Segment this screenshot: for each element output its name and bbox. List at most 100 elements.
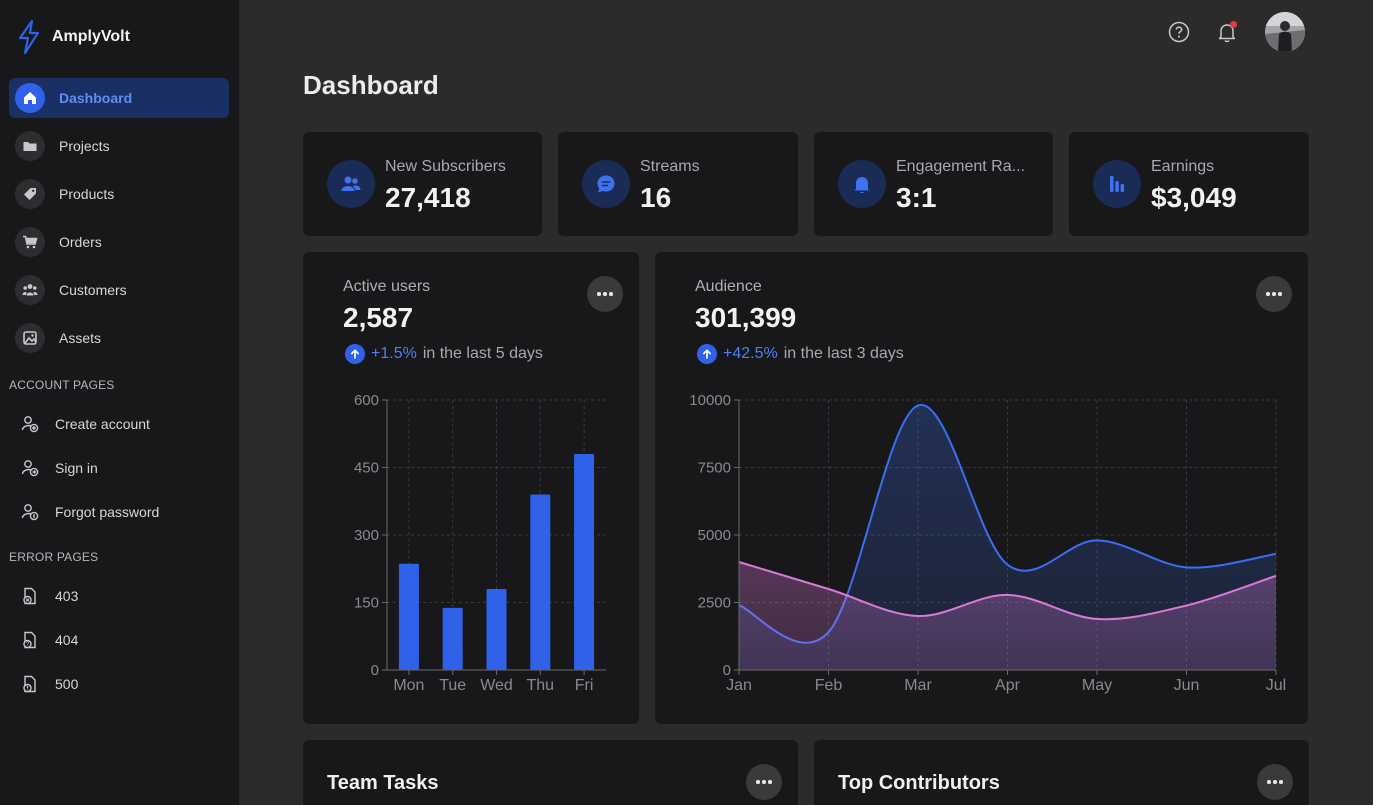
sidebar-item-label: Assets: [59, 330, 102, 346]
sidebar-item-sign-in[interactable]: Sign in: [20, 456, 98, 480]
sidebar-item-customers[interactable]: Customers: [9, 270, 229, 310]
bar-chart-icon: [1093, 160, 1141, 208]
sidebar-item-orders[interactable]: Orders: [9, 222, 229, 262]
bar-wed: [486, 589, 507, 670]
more-options-button[interactable]: [1257, 764, 1293, 800]
arrow-up-icon: [345, 344, 365, 364]
y-tick-label: 300: [354, 527, 379, 544]
sidebar-item-label: 403: [55, 588, 79, 604]
arrow-up-icon: [697, 344, 717, 364]
stat-value: 27,418: [385, 182, 471, 213]
bar-thu: [530, 494, 551, 670]
trend-percent: +1.5%: [371, 345, 417, 362]
trend-percent: +42.5%: [723, 345, 778, 362]
sidebar-item-label: Create account: [55, 416, 150, 432]
avatar[interactable]: [1265, 12, 1305, 52]
sidebar-item-404[interactable]: ? 404: [20, 628, 78, 652]
x-tick-label: Jul: [1266, 677, 1286, 694]
sidebar-item-label: Projects: [59, 138, 110, 154]
team-tasks-card: Team Tasks: [303, 740, 798, 805]
x-tick-label: Apr: [995, 677, 1021, 694]
sidebar-item-label: Sign in: [55, 460, 98, 476]
y-tick-label: 0: [371, 662, 379, 679]
x-tick-label: Thu: [527, 677, 555, 694]
page-title: Dashboard: [303, 70, 439, 100]
y-tick-label: 150: [354, 595, 379, 612]
stat-label: Engagement Ra...: [896, 158, 1025, 175]
help-icon[interactable]: [1167, 20, 1191, 44]
x-tick-label: Feb: [815, 677, 843, 694]
sidebar-item-assets[interactable]: Assets: [9, 318, 229, 358]
ellipsis-icon: [756, 780, 772, 784]
card-value: 301,399: [695, 302, 797, 333]
stat-label: Earnings: [1151, 158, 1215, 175]
sidebar-item-label: Forgot password: [55, 504, 160, 520]
file-error-icon: [20, 674, 40, 694]
card-value: 2,587: [343, 302, 414, 333]
brand[interactable]: AmplyVolt: [14, 18, 130, 56]
stat-value: 3:1: [896, 182, 937, 213]
stat-card-streams: Streams 16: [558, 132, 798, 236]
sidebar: AmplyVolt Dashboard Projects Products Or…: [0, 0, 239, 805]
users-icon: [15, 275, 45, 305]
folder-icon: [15, 131, 45, 161]
active-users-card: Active users 2,587 +1.5% in the last 5 d…: [303, 252, 639, 724]
bell-icon: [838, 160, 886, 208]
bolt-logo-icon: [18, 19, 40, 55]
sidebar-item-create-account[interactable]: Create account: [20, 412, 150, 436]
stat-value: 16: [640, 182, 672, 213]
stat-card-subscribers: New Subscribers 27,418: [303, 132, 542, 236]
stat-card-earnings: Earnings $3,049: [1069, 132, 1309, 236]
trend-text: in the last 3 days: [783, 345, 904, 362]
users-icon: [327, 160, 375, 208]
stat-label: Streams: [640, 158, 700, 175]
more-options-button[interactable]: [1256, 276, 1292, 312]
sidebar-item-products[interactable]: Products: [9, 174, 229, 214]
card-title: Top Contributors: [838, 772, 1000, 794]
more-options-button[interactable]: [746, 764, 782, 800]
sidebar-item-label: 404: [55, 632, 79, 648]
ellipsis-icon: [597, 292, 613, 296]
sidebar-item-403[interactable]: 403: [20, 584, 78, 608]
stat-card-engagement: Engagement Ra... 3:1: [814, 132, 1053, 236]
sidebar-item-label: Products: [59, 186, 115, 202]
x-tick-label: Mar: [904, 677, 932, 694]
image-icon: [15, 323, 45, 353]
x-tick-label: Fri: [575, 677, 594, 694]
y-tick-label: 450: [354, 460, 379, 477]
cart-icon: [15, 227, 45, 257]
sidebar-item-forgot-password[interactable]: Forgot password: [20, 500, 159, 524]
bar-fri: [574, 454, 595, 670]
file-question-icon: ?: [20, 630, 40, 650]
area-chart: 0 2500 5000 7500 10000 Jan Feb Mar Apr May Jun Jul: [689, 392, 1286, 694]
sidebar-item-projects[interactable]: Projects: [9, 126, 229, 166]
audience-card: Audience 301,399 +42.5% in the last 3 da…: [655, 252, 1308, 724]
trend-text: in the last 5 days: [422, 345, 543, 362]
area-fill-series-2: [739, 562, 1276, 670]
svg-text:?: ?: [26, 642, 30, 648]
line-series-2: [738, 561, 1277, 621]
sidebar-item-label: Dashboard: [59, 90, 133, 106]
card-label: Audience: [695, 278, 762, 295]
user-add-icon: [20, 414, 40, 434]
y-tick-label: 5000: [698, 527, 731, 544]
top-contributors-card: Top Contributors: [814, 740, 1309, 805]
brand-name: AmplyVolt: [52, 28, 130, 45]
sidebar-item-500[interactable]: 500: [20, 672, 78, 696]
section-title-error: ERROR PAGES: [9, 550, 99, 564]
y-tick-label: 10000: [689, 392, 731, 409]
x-tick-label: Tue: [439, 677, 466, 694]
x-tick-label: May: [1082, 677, 1112, 694]
stat-value: $3,049: [1151, 182, 1237, 213]
file-lock-icon: [20, 586, 40, 606]
x-tick-label: Jan: [726, 677, 752, 694]
x-tick-label: Jun: [1174, 677, 1200, 694]
trend: +42.5% in the last 3 days: [697, 344, 904, 364]
more-options-button[interactable]: [587, 276, 623, 312]
notification-badge: [1230, 21, 1237, 28]
sidebar-item-dashboard[interactable]: Dashboard: [9, 78, 229, 118]
sidebar-item-label: Orders: [59, 234, 102, 250]
bell-icon[interactable]: [1215, 20, 1239, 44]
x-tick-label: Wed: [480, 677, 513, 694]
user-key-icon: [20, 502, 40, 522]
